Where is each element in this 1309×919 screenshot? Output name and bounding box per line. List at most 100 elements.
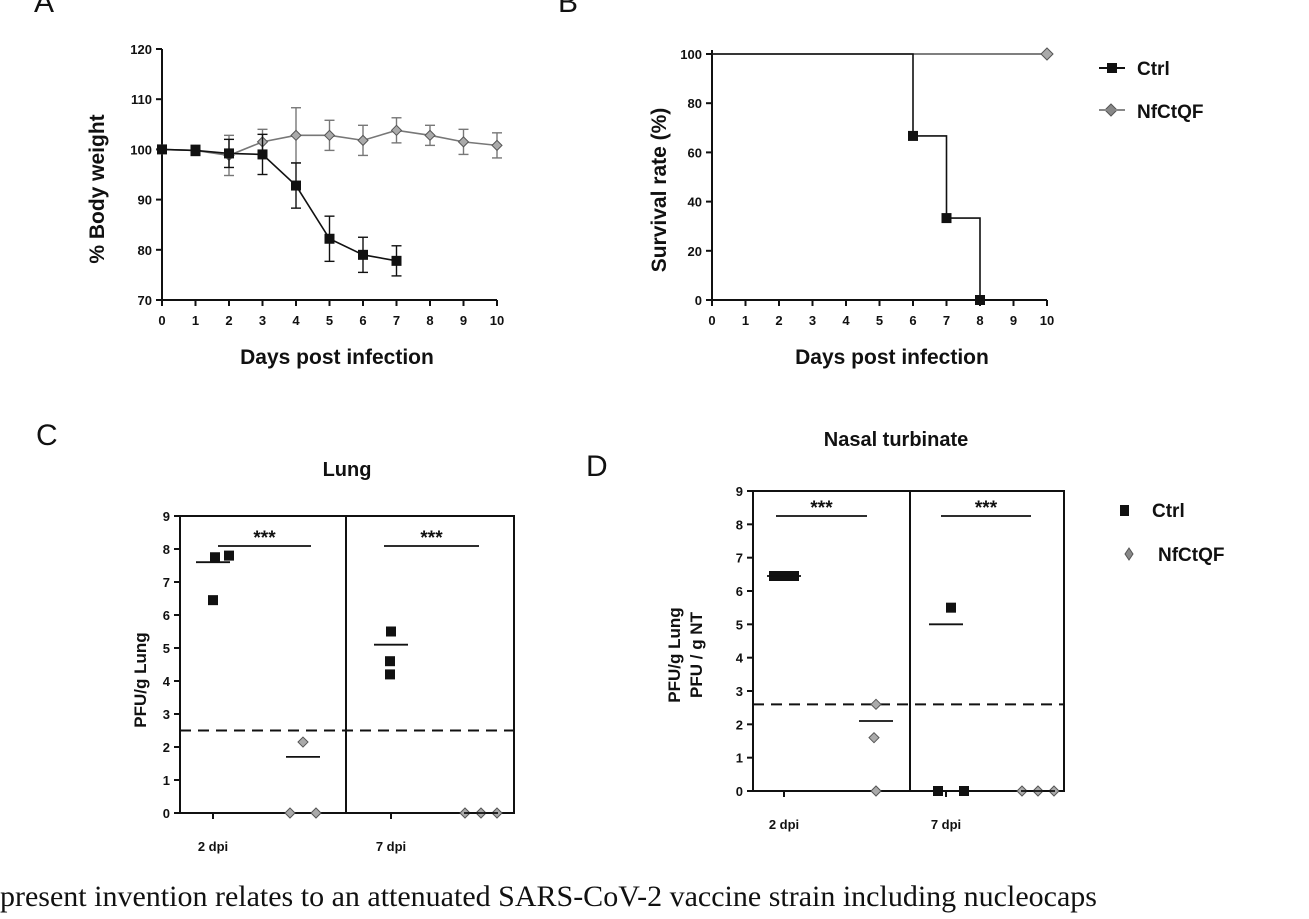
panel-c-significance-stars: *** (420, 528, 443, 549)
panel-a-point-ctrl (190, 145, 201, 156)
panel-c-group-label: 2 dpi (198, 839, 228, 854)
panel-a-xtick-label: 5 (326, 313, 333, 328)
panel-c-point-ctrl (208, 595, 218, 606)
panel-a-point-ctrl (391, 255, 402, 266)
legend-bottom-nfctqf-marker (1124, 547, 1134, 561)
panel-a-point-nfctqf (323, 129, 336, 142)
panel-b-xtick-label: 9 (1010, 313, 1017, 328)
panel-a-ytick-label: 120 (130, 42, 152, 57)
panel-b-xlabel: Days post infection (795, 346, 989, 369)
panel-c-point-ctrl (385, 656, 395, 667)
panel-a-xtick-label: 6 (359, 313, 366, 328)
panel-letter-a: A (34, 0, 54, 19)
panel-b-ylabel: Survival rate (%) (648, 108, 671, 273)
panel-c-ytick-label: 1 (163, 773, 170, 788)
panel-a-point-ctrl (224, 148, 234, 159)
panel-a-xtick-label: 4 (292, 313, 300, 328)
panel-d-ylabel: PFU/g Lung (665, 607, 684, 702)
panel-d-ytick-label: 7 (736, 551, 743, 566)
panel-b-point-ctrl (975, 295, 985, 305)
legend-nfctqf-label: NfCtQF (1137, 102, 1203, 123)
panel-a-ytick-label: 100 (130, 142, 152, 157)
panel-c-ytick-label: 3 (163, 707, 170, 722)
panel-b-point-ctrl (908, 130, 918, 141)
panel-d-title: Nasal turbinate (824, 429, 968, 451)
panel-a-point-nfctqf (424, 129, 436, 142)
panel-a-xtick-label: 2 (225, 313, 232, 328)
panel-d-ytick-label: 0 (736, 784, 743, 799)
panel-c-ytick-label: 4 (163, 674, 171, 689)
panel-a-ytick-label: 110 (131, 92, 152, 107)
panel-b-xtick-label: 0 (708, 313, 715, 328)
panel-c-ytick-label: 7 (163, 575, 170, 590)
panel-c-point-ctrl (210, 552, 220, 563)
panel-a-xtick-label: 10 (490, 313, 504, 328)
panel-a-xtick-label: 1 (192, 313, 199, 328)
panel-c-point-ctrl (386, 626, 396, 637)
panel-b-ytick-label: 60 (688, 145, 702, 160)
panel-a-point-nfctqf (357, 134, 369, 147)
panel-a-xtick-label: 3 (259, 313, 266, 328)
panel-a-point-nfctqf (390, 124, 403, 137)
body-text-caption: present invention relates to an attenuat… (0, 880, 1097, 913)
panel-b-xtick-label: 6 (909, 313, 916, 328)
panel-d-ytick-label: 2 (736, 717, 743, 732)
panel-d-ytick-label: 6 (736, 584, 743, 599)
panel-c-significance-stars: *** (253, 528, 276, 549)
panel-d-point-ctrl (946, 602, 956, 613)
panel-b-series-ctrl-line (712, 53, 981, 300)
panel-d-ylabel-secondary: PFU / g NT (687, 611, 706, 698)
panel-c-point-nfctqf (297, 736, 309, 748)
panel-c-point-ctrl (385, 669, 395, 680)
panel-letter-d: D (586, 450, 608, 483)
panel-d-ytick-label: 9 (736, 484, 743, 499)
panel-letter-c: C (36, 419, 58, 452)
panel-d-ytick-label: 5 (736, 617, 743, 632)
panel-d-significance-stars: *** (810, 498, 833, 519)
panel-b-ytick-label: 40 (688, 195, 702, 210)
panel-c-ytick-label: 5 (163, 641, 170, 656)
panel-b-xtick-label: 4 (842, 313, 850, 328)
panel-b-xtick-label: 10 (1040, 313, 1054, 328)
panel-b-ytick-label: 100 (680, 47, 702, 62)
panel-a-point-nfctqf (491, 139, 503, 152)
panel-a-point-ctrl (358, 249, 368, 260)
panel-a-point-nfctqf (457, 136, 470, 148)
panel-c-group-label: 7 dpi (376, 839, 406, 854)
panel-c-title: Lung (323, 459, 372, 481)
panel-d-point-nfctqf (870, 785, 882, 797)
panel-d-group-label: 2 dpi (769, 817, 799, 832)
panel-c-point-nfctqf (284, 807, 296, 819)
panel-d-ytick-label: 3 (736, 684, 743, 699)
panel-a-xtick-label: 9 (460, 313, 467, 328)
legend-bottom-ctrl-marker (1120, 505, 1129, 516)
panel-d-group-label: 7 dpi (931, 817, 961, 832)
panel-a-point-nfctqf (290, 129, 302, 142)
panel-c-ytick-label: 8 (163, 542, 170, 557)
panel-b-xtick-label: 1 (742, 313, 749, 328)
panel-d-significance-stars: *** (975, 498, 998, 519)
panel-b-xtick-label: 3 (809, 313, 816, 328)
panel-c-ytick-label: 9 (163, 509, 170, 524)
panel-c-ytick-label: 0 (163, 806, 170, 821)
panel-d-frame (752, 490, 1065, 792)
panel-a-point-ctrl (257, 149, 268, 160)
figure-canvas: A B C D Days post infection % Body weigh… (34, 0, 1224, 854)
legend-bottom-nfctqf-label: NfCtQF (1158, 545, 1224, 566)
panel-d-ytick-label: 4 (736, 651, 744, 666)
panel-b-ytick-label: 20 (688, 244, 702, 259)
panel-b-point-nfctqf (1040, 47, 1054, 61)
panel-a-series-ctrl-line (161, 148, 397, 262)
panel-c-ylabel: PFU/g Lung (131, 632, 150, 727)
panel-b-xtick-label: 8 (976, 313, 983, 328)
panel-b-point-ctrl (941, 213, 952, 224)
panel-c-ytick-label: 6 (163, 608, 170, 623)
panel-c-point-nfctqf (310, 807, 322, 819)
panel-b-xtick-label: 2 (775, 313, 782, 328)
panel-c-ytick-label: 2 (163, 740, 170, 755)
panel-d-point-nfctqf (868, 731, 880, 744)
panel-b-xtick-label: 7 (943, 313, 950, 328)
panel-d-ytick-label: 1 (736, 751, 743, 766)
panel-a-xtick-label: 0 (158, 313, 165, 328)
panel-d-ytick-label: 8 (736, 517, 743, 532)
